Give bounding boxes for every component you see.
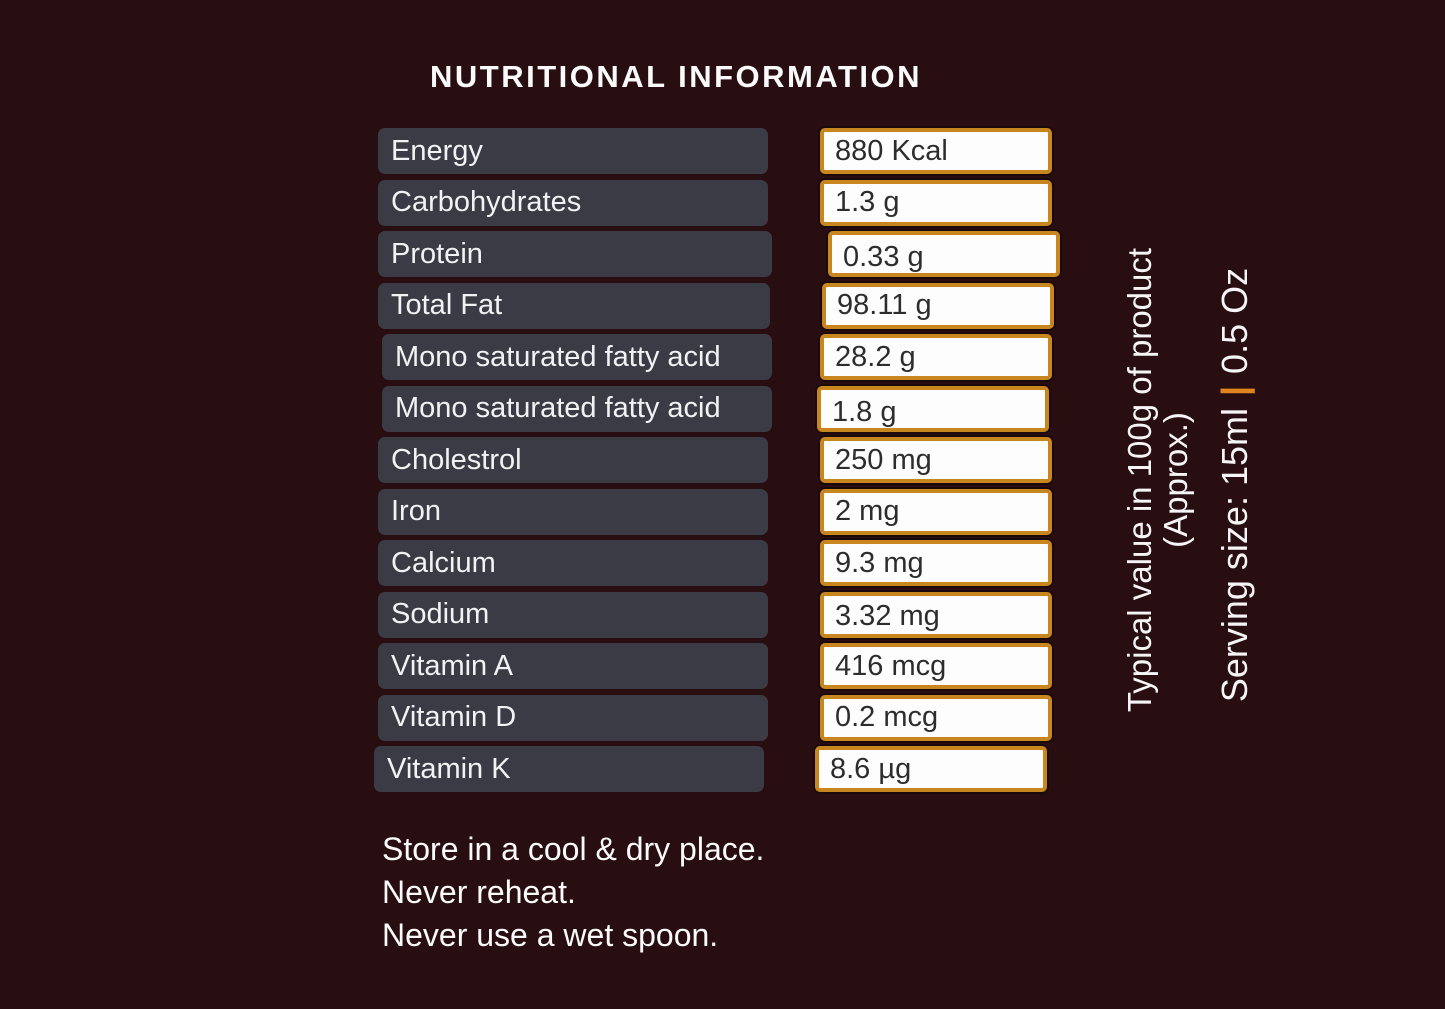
nutrient-value-text: 880 Kcal — [835, 134, 948, 167]
nutrient-label-text: Carbohydrates — [391, 186, 582, 218]
storage-line-2: Never reheat. — [382, 874, 576, 910]
nutrition-table: Energy 880 Kcal Carbohydrates 1.3 g Prot… — [374, 128, 1060, 798]
nutrient-value: 880 Kcal — [820, 128, 1052, 174]
nutrient-label: Total Fat — [378, 282, 770, 329]
nutrient-value: 2 mg — [820, 488, 1052, 535]
nutrient-value: 98.11 g — [822, 282, 1054, 329]
nutrient-value: 0.33 g — [828, 231, 1060, 277]
nutrient-label: Protein — [378, 231, 772, 277]
nutrient-value: 1.8 g — [817, 385, 1049, 432]
column-gap — [768, 334, 820, 380]
nutrient-value-text: 416 mcg — [835, 649, 947, 682]
serving-size-text: Serving size: 15ml — [1214, 408, 1255, 703]
page-title: NUTRITIONAL INFORMATION — [429, 59, 923, 94]
column-gap — [768, 592, 820, 638]
nutrient-label: Calcium — [378, 540, 768, 586]
nutrient-label: Carbohydrates — [378, 179, 768, 226]
separator-pipe: | — [1214, 385, 1255, 397]
nutrient-value-text: 8.6 µg — [830, 752, 912, 785]
nutrient-value-text: 28.2 g — [835, 340, 916, 373]
column-gap — [772, 231, 824, 277]
table-row: Total Fat 98.11 g — [378, 282, 1056, 329]
nutrient-value-text: 1.8 g — [832, 396, 897, 428]
storage-line-3: Never use a wet spoon. — [382, 917, 719, 953]
storage-line-1: Store in a cool & dry place. — [382, 831, 765, 867]
nutrient-value-text: 9.3 mg — [835, 546, 924, 579]
table-row: Carbohydrates 1.3 g — [378, 179, 1056, 226]
nutrient-label-text: Vitamin D — [391, 701, 517, 733]
nutrient-label: Vitamin A — [378, 643, 768, 689]
nutrient-value: 28.2 g — [820, 334, 1052, 380]
nutrient-label-text: Vitamin K — [387, 752, 511, 785]
nutrient-label-text: Energy — [391, 134, 483, 167]
nutrient-label: Cholestrol — [378, 437, 768, 483]
nutrient-value: 3.32 mg — [820, 591, 1052, 638]
table-row: Vitamin D 0.2 mcg — [378, 694, 1056, 741]
typical-value-line2: (Approx.) — [1157, 412, 1194, 548]
column-gap — [768, 695, 820, 741]
storage-instructions: Store in a cool & dry place. Never rehea… — [382, 828, 764, 957]
table-row: Protein 0.33 g — [378, 231, 1060, 277]
column-gap — [770, 283, 822, 329]
side-note-serving-size: Serving size: 15ml | 0.5 Oz — [1213, 205, 1257, 765]
nutrient-label-text: Calcium — [391, 546, 496, 579]
table-row: Cholestrol 250 mg — [378, 437, 1056, 483]
nutrient-label: Mono saturated fatty acid — [382, 385, 772, 432]
nutrient-value-text: 0.2 mcg — [835, 701, 939, 733]
serving-size-oz-text: 0.5 Oz — [1214, 267, 1255, 374]
table-row: Vitamin K 8.6 µg — [374, 746, 1056, 792]
column-gap — [768, 128, 820, 174]
nutrient-value: 1.3 g — [820, 179, 1052, 226]
side-note-typical-value: Typical value in 100g of product (Approx… — [1121, 160, 1198, 800]
nutrient-value-text: 3.32 mg — [835, 600, 940, 632]
nutrient-label-text: Vitamin A — [391, 649, 513, 682]
nutrient-label-text: Iron — [391, 495, 441, 527]
table-row: Iron 2 mg — [378, 488, 1056, 535]
column-gap — [768, 643, 820, 689]
nutrient-value: 0.2 mcg — [820, 694, 1052, 741]
table-row: Mono saturated fatty acid 28.2 g — [378, 334, 1056, 380]
nutrient-label: Energy — [378, 128, 768, 174]
nutrient-value: 416 mcg — [820, 643, 1052, 689]
table-row: Calcium 9.3 mg — [378, 540, 1056, 586]
table-row: Mono saturated fatty acid 1.8 g — [378, 385, 1056, 432]
nutrient-label-text: Cholestrol — [391, 443, 522, 476]
nutrient-label-text: Mono saturated fatty acid — [395, 340, 721, 373]
nutrient-label-text: Total Fat — [391, 289, 503, 321]
table-row: Energy 880 Kcal — [378, 128, 1056, 174]
typical-value-line1: Typical value in 100g of product — [1121, 247, 1158, 713]
nutrient-value-text: 250 mg — [835, 443, 932, 476]
nutrient-value-text: 0.33 g — [843, 240, 924, 273]
column-gap — [768, 489, 820, 535]
column-gap — [768, 386, 820, 432]
column-gap — [768, 437, 820, 483]
nutrient-value: 250 mg — [820, 437, 1052, 483]
nutrient-value-text: 2 mg — [835, 495, 900, 527]
nutrient-label: Mono saturated fatty acid — [382, 334, 772, 380]
nutrient-value: 9.3 mg — [820, 540, 1052, 586]
table-row: Vitamin A 416 mcg — [378, 643, 1056, 689]
nutrient-value-text: 1.3 g — [835, 186, 900, 218]
nutrient-label: Vitamin D — [378, 694, 768, 741]
nutrient-label-text: Protein — [391, 237, 483, 270]
table-row: Sodium 3.32 mg — [378, 591, 1056, 638]
column-gap — [768, 540, 820, 586]
nutrient-value-text: 98.11 g — [837, 289, 932, 321]
column-gap — [768, 746, 820, 792]
nutrient-value: 8.6 µg — [815, 746, 1047, 792]
nutrient-label-text: Sodium — [391, 598, 490, 630]
nutrient-label: Iron — [378, 488, 768, 535]
column-gap — [768, 180, 820, 226]
nutrient-label: Sodium — [378, 591, 768, 638]
nutrient-label-text: Mono saturated fatty acid — [395, 392, 721, 424]
nutrient-label: Vitamin K — [374, 746, 764, 792]
